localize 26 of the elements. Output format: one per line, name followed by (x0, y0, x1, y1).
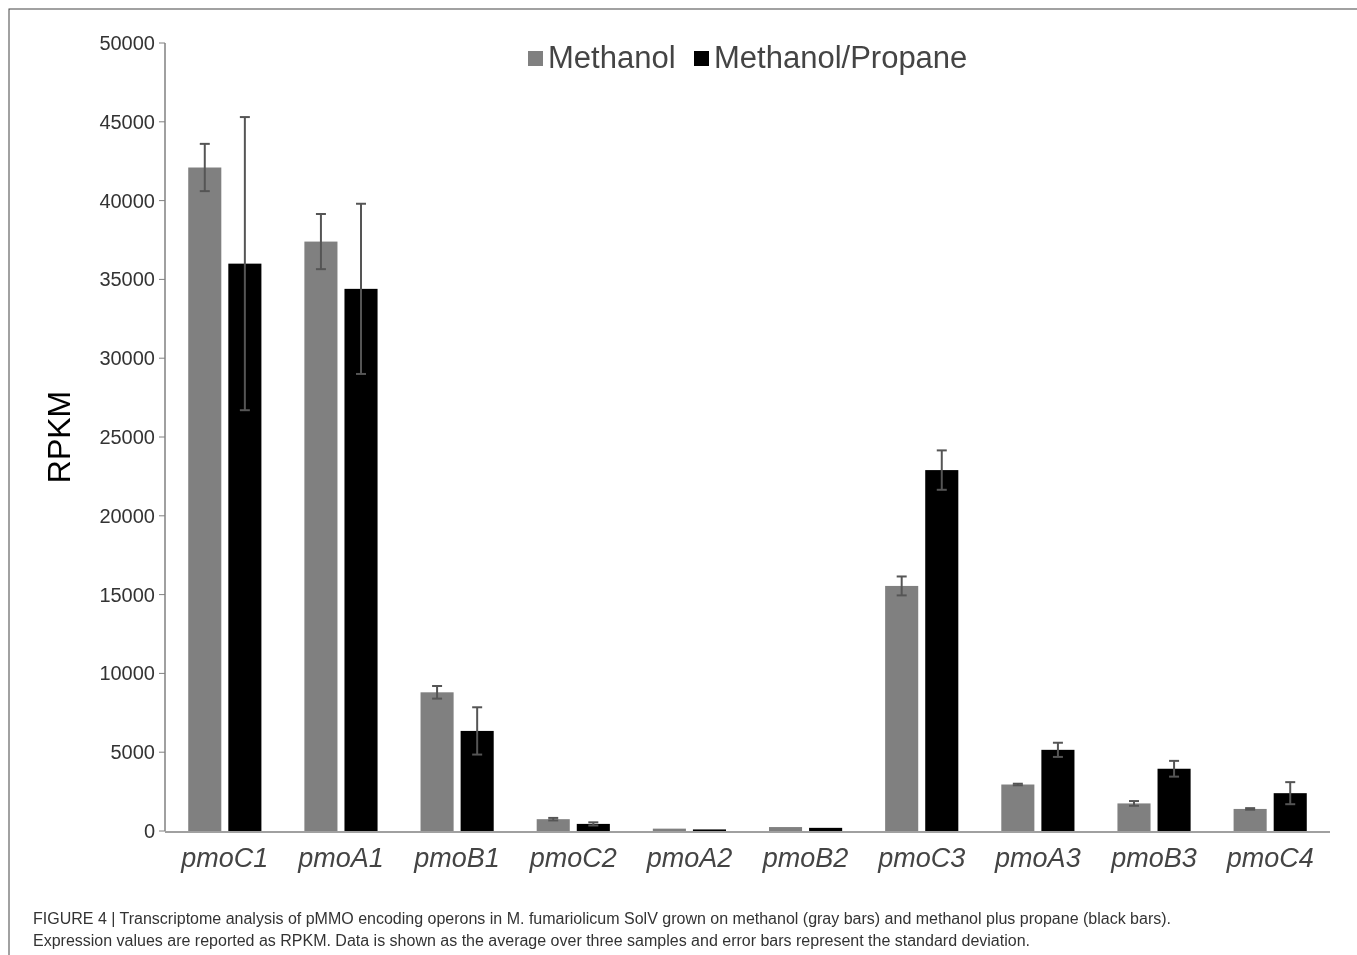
y-tick-label: 50000 (99, 32, 155, 54)
y-tick-label: 10000 (99, 662, 155, 685)
x-tick-label: pmoC1 (180, 843, 269, 873)
x-tick-label: pmoA1 (297, 843, 384, 873)
x-tick-label: pmoB3 (1110, 843, 1197, 873)
legend-label: Methanol/Propane (714, 40, 968, 75)
x-tick-label: pmoA3 (994, 843, 1081, 873)
y-tick-label: 25000 (99, 426, 155, 448)
caption: FIGURE 4 | Transcriptome analysis of pMMO encoding operons in M. fumariolicum SolV grown on methanol (gray bars) and methanol plus propane (black bars). (33, 910, 1171, 927)
y-tick-label: 0 (143, 820, 155, 842)
y-tick-label: 20000 (99, 504, 155, 527)
y-tick-label: 30000 (99, 347, 155, 370)
x-tick-label: pmoC2 (528, 843, 617, 873)
x-tick-label: pmoC3 (877, 843, 966, 873)
x-tick-label: pmoC4 (1225, 843, 1314, 873)
y-axis-title: RPKM (41, 390, 77, 484)
y-tick-label: 40000 (99, 189, 155, 212)
y-tick-label: 15000 (99, 583, 155, 606)
x-tick-label: pmoB1 (413, 843, 500, 873)
x-tick-label: pmoB2 (761, 843, 849, 873)
y-tick-label: 45000 (99, 110, 155, 133)
y-tick-label: 35000 (99, 268, 155, 291)
y-tick-label: 5000 (110, 741, 155, 764)
legend-label: Methanol (548, 40, 676, 75)
text: Expression values are reported as RPKM. Data is shown as the average over three samples and error bars represent the standard deviation. (33, 932, 1030, 949)
x-tick-label: pmoA2 (645, 843, 733, 873)
